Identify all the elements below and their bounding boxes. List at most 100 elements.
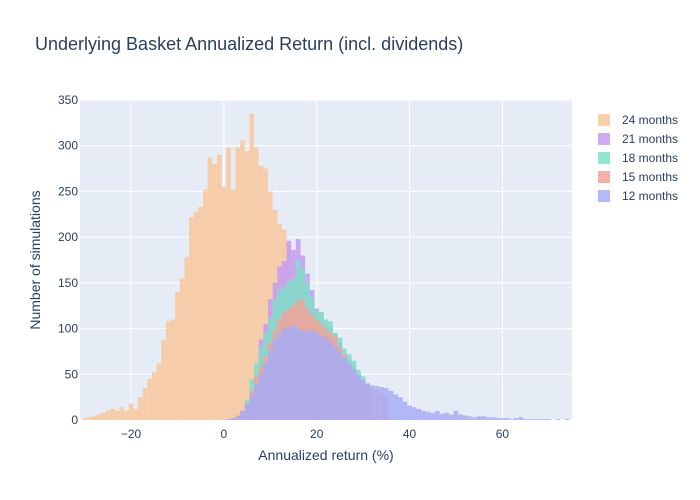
y-tick-label: 250 <box>58 184 78 198</box>
histogram-bar <box>240 410 245 420</box>
histogram-bar <box>133 409 139 420</box>
x-axis-title: Annualized return (%) <box>258 447 393 463</box>
y-tick-label: 200 <box>58 230 78 244</box>
chart-title: Underlying Basket Annualized Return (inc… <box>35 34 463 54</box>
histogram-bar <box>513 418 519 420</box>
y-axis-ticks: 0 50 100 150 200 250 300 350 <box>58 93 78 427</box>
histogram-bar <box>119 407 125 420</box>
histogram-bar <box>379 387 385 420</box>
histogram-bar <box>114 410 120 420</box>
histogram-bar <box>198 206 203 420</box>
histogram-bar <box>165 321 171 420</box>
y-tick-label: 350 <box>58 93 78 107</box>
histogram-bar <box>240 140 245 420</box>
histogram-bar <box>486 417 491 420</box>
histogram-bar <box>500 418 505 420</box>
histogram-bar <box>100 412 106 420</box>
histogram-bar <box>444 412 449 420</box>
histogram-bar <box>527 419 533 420</box>
x-tick-label: 60 <box>496 427 510 441</box>
histogram-bar <box>416 409 422 420</box>
x-tick-label: 20 <box>310 427 324 441</box>
histogram-bar <box>532 419 538 420</box>
histogram-bar <box>509 419 514 420</box>
histogram-bar <box>523 419 528 420</box>
histogram-bar <box>472 417 477 420</box>
legend-swatch <box>598 114 610 126</box>
legend-label: 21 months <box>622 132 678 146</box>
histogram-bar <box>458 414 463 420</box>
histogram-bar <box>351 368 357 420</box>
histogram-bar <box>254 383 259 420</box>
histogram-bar <box>258 374 264 420</box>
legend-label: 15 months <box>622 170 678 184</box>
histogram-bar <box>360 379 366 420</box>
histogram-bar <box>138 397 143 420</box>
histogram-bar <box>147 378 152 420</box>
histogram-bar <box>504 418 510 420</box>
legend-item[interactable]: 21 months <box>598 132 678 146</box>
histogram-bar <box>258 165 264 420</box>
histogram-bar <box>295 328 301 420</box>
histogram-bar <box>151 372 157 420</box>
histogram-bar <box>537 419 542 420</box>
histogram-bar <box>565 419 570 420</box>
histogram-bar <box>314 332 320 420</box>
histogram-bar <box>244 151 250 420</box>
histogram-bar <box>384 388 389 420</box>
histogram-bar <box>356 374 361 420</box>
legend-swatch <box>598 133 610 145</box>
histogram-bar <box>476 416 482 420</box>
legend-label: 18 months <box>622 151 678 165</box>
histogram-bar <box>430 412 436 420</box>
histogram-bar <box>328 341 333 420</box>
histogram-bar <box>110 409 115 420</box>
histogram-bar <box>184 257 190 420</box>
histogram-bar <box>124 410 129 420</box>
histogram-bar <box>467 416 473 420</box>
histogram-bar <box>541 419 547 420</box>
histogram-bar <box>439 413 445 420</box>
legend-swatch <box>598 152 610 164</box>
histogram-bar <box>235 416 241 420</box>
legend-item[interactable]: 24 months <box>598 113 678 127</box>
histogram-bar <box>272 339 278 420</box>
legend-item[interactable]: 18 months <box>598 151 678 165</box>
y-tick-label: 50 <box>65 367 79 381</box>
legend-item[interactable]: 12 months <box>598 189 678 203</box>
histogram-bar <box>323 337 329 420</box>
legend-swatch <box>598 171 610 183</box>
histogram-bar <box>435 410 440 420</box>
legend: 24 months 21 months 18 months 15 months 12 m… <box>598 113 678 203</box>
x-axis-ticks: −20 0 20 40 60 <box>121 427 509 441</box>
legend-swatch <box>598 190 610 202</box>
histogram-bar <box>249 113 255 420</box>
histogram-bar <box>490 417 496 420</box>
histogram-bar <box>82 418 87 420</box>
histogram-bar <box>388 390 394 420</box>
histogram-bar <box>481 416 487 420</box>
histogram-bar <box>221 186 227 420</box>
y-axis-title: Number of simulations <box>27 190 43 329</box>
histogram-bar <box>179 278 185 420</box>
histogram-bar <box>281 328 287 420</box>
legend-item[interactable]: 15 months <box>598 170 678 184</box>
histogram-bar <box>291 324 296 420</box>
histogram-bar <box>216 154 222 420</box>
histogram-bar <box>244 403 250 420</box>
histogram-bar <box>203 189 208 420</box>
histogram-bar <box>374 386 380 420</box>
histogram-bar <box>249 394 255 420</box>
histogram-bar <box>462 415 468 420</box>
histogram-bar <box>189 217 194 420</box>
histogram-bar <box>267 350 273 420</box>
histogram-bar <box>156 363 162 420</box>
histogram-bar <box>411 407 417 420</box>
histogram-bar <box>212 164 217 420</box>
histogram-bar <box>193 211 199 420</box>
x-tick-label: −20 <box>121 427 142 441</box>
histogram-bar <box>170 319 176 420</box>
histogram-bar <box>207 157 213 420</box>
series-12-months <box>226 324 570 420</box>
